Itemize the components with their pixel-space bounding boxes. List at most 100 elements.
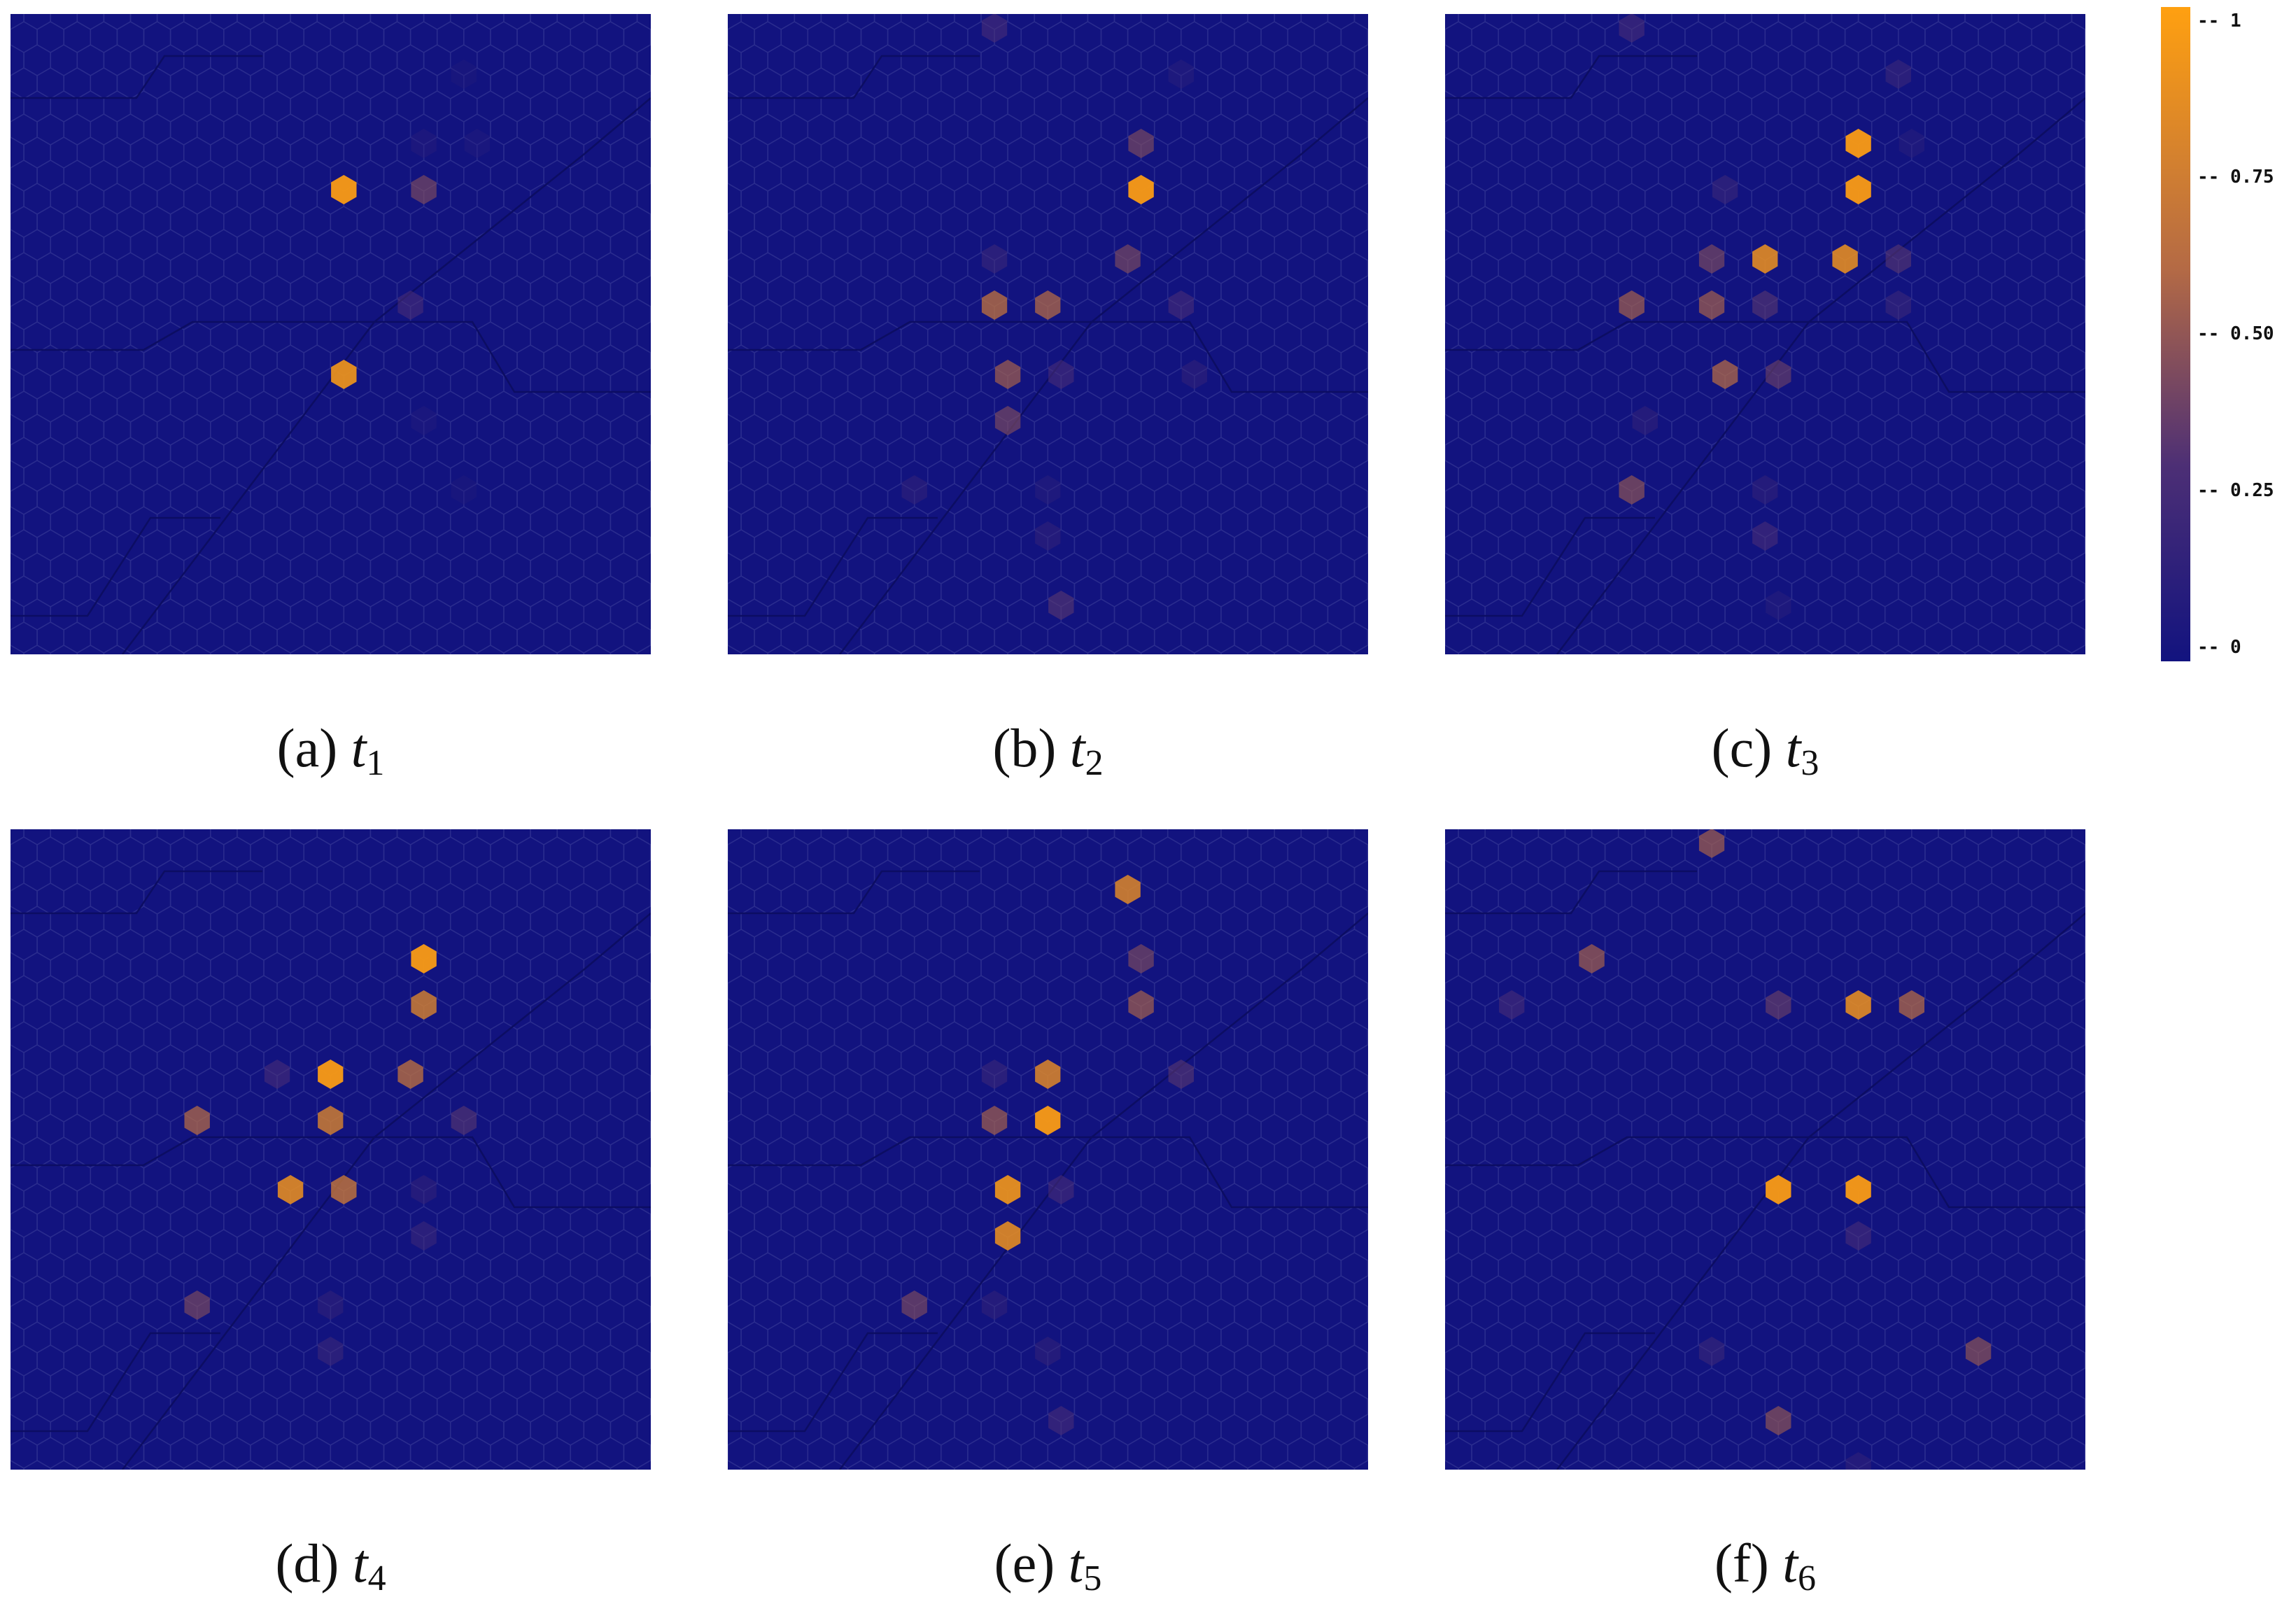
heat-hex-d-8 — [277, 1175, 304, 1204]
heat-hex-d-14 — [411, 1175, 437, 1204]
heat-hex-d-6 — [264, 1060, 290, 1089]
terrain-line — [1445, 321, 2085, 393]
terrain-line — [10, 1136, 651, 1209]
heat-hex-d-5 — [318, 1106, 344, 1135]
caption-c: (c) t3 — [1711, 717, 1819, 783]
terrain-line — [122, 913, 651, 1470]
heat-hex-a-3 — [397, 290, 423, 320]
heat-hex-d-9 — [331, 1175, 357, 1204]
panel-a — [10, 14, 651, 654]
terrain-line — [1445, 516, 1655, 617]
heat-hex-d-11 — [318, 1290, 344, 1320]
heat-hex-b-0 — [1128, 129, 1154, 158]
colorbar-tick-050: -- 0.50 — [2197, 323, 2274, 344]
heat-hex-d-13 — [318, 1337, 344, 1366]
heat-hex-a-4 — [411, 129, 437, 158]
heat-hex-f-12 — [1698, 1337, 1725, 1366]
heat-hex-d-2 — [397, 1060, 423, 1089]
heat-hex-a-6 — [451, 59, 477, 89]
heat-hex-e-13 — [1035, 1337, 1061, 1366]
heat-hex-c-9 — [1698, 290, 1725, 320]
heat-hex-b-13 — [1035, 521, 1061, 551]
colorbar-tick-1: -- 1 — [2197, 10, 2241, 31]
panel-f — [1445, 829, 2085, 1470]
heat-hex-f-4 — [1766, 1175, 1791, 1204]
heat-hex-d-12 — [184, 1290, 210, 1320]
heat-hex-f-8 — [1698, 829, 1725, 858]
hex-grid — [10, 14, 651, 654]
panel-d — [10, 829, 651, 1470]
heat-hex-a-0 — [331, 175, 357, 204]
heat-hex-e-1 — [1128, 944, 1154, 973]
heat-hex-a-8 — [451, 475, 477, 505]
heat-hex-b-9 — [1048, 360, 1074, 389]
heat-hex-d-10 — [411, 1221, 437, 1251]
terrain-line — [728, 870, 980, 915]
colorbar — [2161, 7, 2190, 661]
heat-hex-c-8 — [1698, 244, 1725, 274]
heat-hex-c-6 — [1885, 290, 1911, 320]
heat-hex-f-11 — [1845, 1452, 1871, 1470]
heat-hex-a-7 — [411, 406, 437, 435]
colorbar-tick-075: -- 0.75 — [2197, 167, 2274, 188]
terrain-line — [839, 913, 1368, 1470]
hex-map-e — [728, 829, 1368, 1470]
heat-hex-f-0 — [1845, 990, 1871, 1020]
heat-hex-c-20 — [1766, 591, 1791, 620]
terrain-line — [1556, 97, 2085, 654]
heat-hex-b-16 — [981, 14, 1008, 43]
heat-hex-f-6 — [1579, 944, 1605, 973]
caption-b: (b) t2 — [992, 717, 1104, 783]
terrain-line — [10, 55, 262, 99]
panel-b — [728, 14, 1368, 654]
heat-hex-a-5 — [464, 129, 490, 158]
heat-hex-c-18 — [1712, 175, 1738, 204]
terrain-line — [10, 516, 220, 617]
terrain-line — [1445, 1332, 1655, 1433]
heat-hex-c-0 — [1845, 129, 1871, 158]
hex-map-d — [10, 829, 651, 1470]
heat-hex-a-1 — [331, 360, 357, 389]
hex-grid — [728, 14, 1368, 654]
terrain-line — [10, 870, 262, 915]
heat-hex-e-11 — [901, 1290, 927, 1320]
heat-hex-c-4 — [1899, 129, 1924, 158]
heat-hex-e-5 — [1035, 1106, 1061, 1135]
heat-hex-d-0 — [411, 944, 437, 973]
heat-hex-c-17 — [1752, 521, 1778, 551]
heat-hex-c-1 — [1845, 175, 1871, 204]
terrain-line — [1445, 1136, 2085, 1209]
heat-hex-e-3 — [1168, 1060, 1194, 1089]
hex-grid — [728, 829, 1368, 1470]
hex-map-a — [10, 14, 651, 654]
heat-hex-c-11 — [1752, 290, 1778, 320]
heat-hex-f-7 — [1499, 990, 1525, 1020]
heat-hex-e-10 — [994, 1221, 1021, 1251]
heat-hex-c-12 — [1712, 360, 1738, 389]
hex-grid — [1445, 829, 2085, 1470]
heat-hex-f-5 — [1845, 1221, 1871, 1251]
caption-d: (d) t4 — [275, 1533, 386, 1598]
heat-hex-c-13 — [1766, 360, 1791, 389]
terrain-line — [728, 321, 1368, 393]
heat-hex-b-11 — [901, 475, 927, 505]
heat-hex-b-14 — [1048, 591, 1074, 620]
panel-c — [1445, 14, 2085, 654]
heat-hex-b-5 — [981, 244, 1008, 274]
heat-hex-c-10 — [1619, 290, 1644, 320]
heat-hex-d-7 — [184, 1106, 210, 1135]
heat-hex-f-9 — [1965, 1337, 1992, 1366]
heat-hex-b-3 — [1168, 290, 1194, 320]
colorbar-tick-025: -- 0.25 — [2197, 480, 2274, 501]
heat-hex-c-15 — [1619, 475, 1644, 505]
heat-hex-b-10 — [994, 406, 1021, 435]
heat-hex-b-15 — [1168, 59, 1194, 89]
terrain-line — [1445, 55, 1697, 99]
heat-hex-b-8 — [994, 360, 1021, 389]
hex-map-f — [1445, 829, 2085, 1470]
heat-hex-e-6 — [981, 1060, 1008, 1089]
terrain-line — [728, 55, 980, 99]
heat-hex-f-1 — [1899, 990, 1924, 1020]
heat-hex-e-14 — [1048, 1406, 1074, 1435]
heat-hex-c-7 — [1752, 244, 1778, 274]
